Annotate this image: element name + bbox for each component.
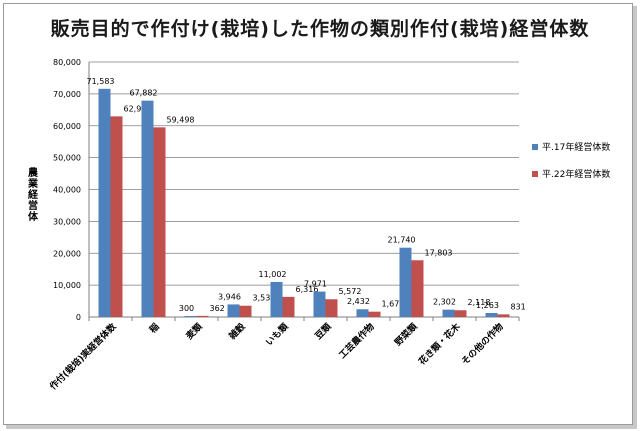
- bar-h17: [98, 88, 111, 317]
- x-category-label: いも類: [263, 320, 291, 348]
- bar-h17: [141, 100, 154, 317]
- y-axis-label-char: 営: [28, 201, 38, 212]
- bar-h22: [110, 116, 123, 318]
- data-label: 300: [179, 304, 194, 313]
- x-category-label: 麦類: [183, 320, 205, 342]
- data-label: 1,676: [382, 300, 405, 309]
- y-tick-label: 50,000: [53, 154, 81, 163]
- y-tick-label: 60,000: [53, 122, 81, 131]
- data-label: 3,536: [253, 294, 276, 303]
- data-label: 5,572: [339, 287, 362, 296]
- data-label: 21,740: [388, 236, 416, 245]
- chart-title: 販売目的で作付け(栽培)した作物の類別作付(栽培)経営体数: [50, 18, 590, 40]
- bar-h22: [282, 296, 295, 317]
- frame-shadow-bottom: [6, 425, 637, 429]
- bar-h17: [184, 316, 197, 317]
- data-label: 62,948: [124, 104, 152, 113]
- y-axis-label-char: 業: [28, 179, 38, 190]
- bar-h22: [196, 315, 209, 317]
- data-label: 2,432: [347, 297, 370, 306]
- x-category-label: 工芸農作物: [336, 321, 376, 361]
- bar-h22: [411, 260, 424, 317]
- bar-h17: [313, 291, 326, 317]
- x-category-label: 稲: [147, 321, 162, 336]
- bar-h17: [356, 309, 369, 317]
- data-label: 362: [210, 304, 225, 313]
- data-label: 11,002: [259, 270, 287, 279]
- legend-swatch-2010: [532, 170, 538, 177]
- bar-h17: [399, 247, 412, 317]
- bar-h22: [325, 299, 338, 317]
- legend: 平.17年経営体数 平.22年経営体数: [532, 140, 610, 194]
- y-tick-label: 40,000: [53, 186, 81, 195]
- y-tick-label: 20,000: [53, 249, 81, 258]
- y-tick-label: 30,000: [53, 217, 81, 226]
- y-axis-label: 農業経営体: [26, 168, 40, 223]
- data-label: 3,946: [218, 292, 241, 301]
- data-label: 67,882: [130, 89, 158, 98]
- data-label: 2,118: [468, 298, 491, 307]
- data-label: 1,263: [476, 301, 499, 310]
- bar-h22: [239, 305, 252, 317]
- bar-h22: [454, 310, 467, 317]
- bar-h17: [485, 312, 498, 317]
- data-label: 831: [511, 302, 526, 311]
- x-category-label: 花き類・花木: [416, 320, 463, 367]
- legend-label-2005: 平.17年経営体数: [542, 143, 611, 153]
- legend-item-2005: 平.17年経営体数: [532, 140, 610, 153]
- data-label: 59,498: [167, 115, 195, 124]
- legend-swatch-2005: [532, 143, 538, 150]
- bar-h22: [497, 314, 510, 317]
- y-axis-label-char: 体: [28, 212, 38, 223]
- bar-h17: [270, 281, 283, 317]
- y-tick-label: 10,000: [53, 281, 81, 290]
- y-axis-label-char: 農: [28, 168, 38, 179]
- bar-h17: [227, 304, 240, 317]
- legend-item-2010: 平.22年経営体数: [532, 167, 610, 180]
- frame-shadow-right: [633, 6, 637, 426]
- x-category-label: 野菜類: [392, 320, 420, 348]
- data-label: 17,803: [425, 248, 453, 257]
- y-axis-label-char: 経: [28, 190, 38, 201]
- y-tick-label: 80,000: [53, 58, 81, 67]
- data-label: 71,583: [87, 77, 115, 86]
- bar-h17: [442, 309, 455, 317]
- x-category-label: 豆類: [312, 320, 334, 342]
- y-tick-label: 70,000: [53, 90, 81, 99]
- data-label: 6,316: [296, 285, 319, 294]
- y-tick-label: 0: [76, 313, 81, 322]
- x-category-label: その他の作物: [459, 321, 506, 368]
- data-label: 2,302: [433, 298, 456, 307]
- data-label: 7,971: [304, 280, 327, 289]
- bar-h22: [153, 127, 166, 317]
- x-category-label: 雑穀: [226, 320, 249, 343]
- legend-label-2010: 平.22年経営体数: [542, 170, 611, 180]
- bar-h22: [368, 311, 381, 317]
- x-category-label: 作付(栽培)実経営体数: [47, 320, 119, 392]
